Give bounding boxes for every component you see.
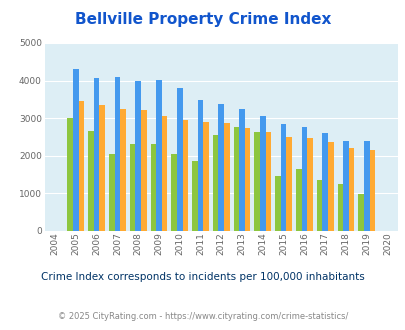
Bar bbox=[99, 105, 105, 231]
Bar bbox=[192, 161, 197, 231]
Bar bbox=[141, 110, 146, 231]
Bar bbox=[156, 80, 161, 231]
Bar bbox=[254, 132, 259, 231]
Bar bbox=[218, 104, 224, 231]
Bar bbox=[161, 116, 167, 231]
Bar bbox=[120, 109, 126, 231]
Bar bbox=[182, 120, 188, 231]
Bar bbox=[275, 176, 280, 231]
Bar bbox=[363, 141, 369, 231]
Bar bbox=[233, 127, 239, 231]
Bar bbox=[301, 127, 307, 231]
Bar bbox=[265, 132, 271, 231]
Bar bbox=[295, 169, 301, 231]
Text: © 2025 CityRating.com - https://www.cityrating.com/crime-statistics/: © 2025 CityRating.com - https://www.city… bbox=[58, 312, 347, 321]
Bar bbox=[135, 81, 141, 231]
Bar bbox=[114, 77, 120, 231]
Bar bbox=[203, 122, 209, 231]
Bar bbox=[280, 124, 286, 231]
Bar bbox=[342, 141, 348, 231]
Bar bbox=[244, 128, 250, 231]
Bar bbox=[348, 148, 354, 231]
Bar bbox=[259, 116, 265, 231]
Bar bbox=[224, 123, 229, 231]
Bar bbox=[239, 109, 244, 231]
Text: Crime Index corresponds to incidents per 100,000 inhabitants: Crime Index corresponds to incidents per… bbox=[41, 272, 364, 282]
Bar bbox=[177, 88, 182, 231]
Bar bbox=[327, 142, 333, 231]
Bar bbox=[73, 69, 79, 231]
Bar bbox=[88, 131, 94, 231]
Bar bbox=[322, 133, 327, 231]
Bar bbox=[358, 194, 363, 231]
Bar bbox=[67, 118, 73, 231]
Bar bbox=[150, 145, 156, 231]
Bar bbox=[79, 101, 84, 231]
Bar bbox=[337, 184, 342, 231]
Bar bbox=[212, 135, 218, 231]
Bar bbox=[316, 180, 322, 231]
Bar bbox=[171, 154, 177, 231]
Bar bbox=[369, 150, 374, 231]
Text: Bellville Property Crime Index: Bellville Property Crime Index bbox=[75, 12, 330, 26]
Bar bbox=[307, 138, 312, 231]
Bar bbox=[94, 78, 99, 231]
Bar bbox=[197, 100, 203, 231]
Bar bbox=[286, 137, 291, 231]
Bar bbox=[130, 145, 135, 231]
Bar bbox=[109, 154, 114, 231]
